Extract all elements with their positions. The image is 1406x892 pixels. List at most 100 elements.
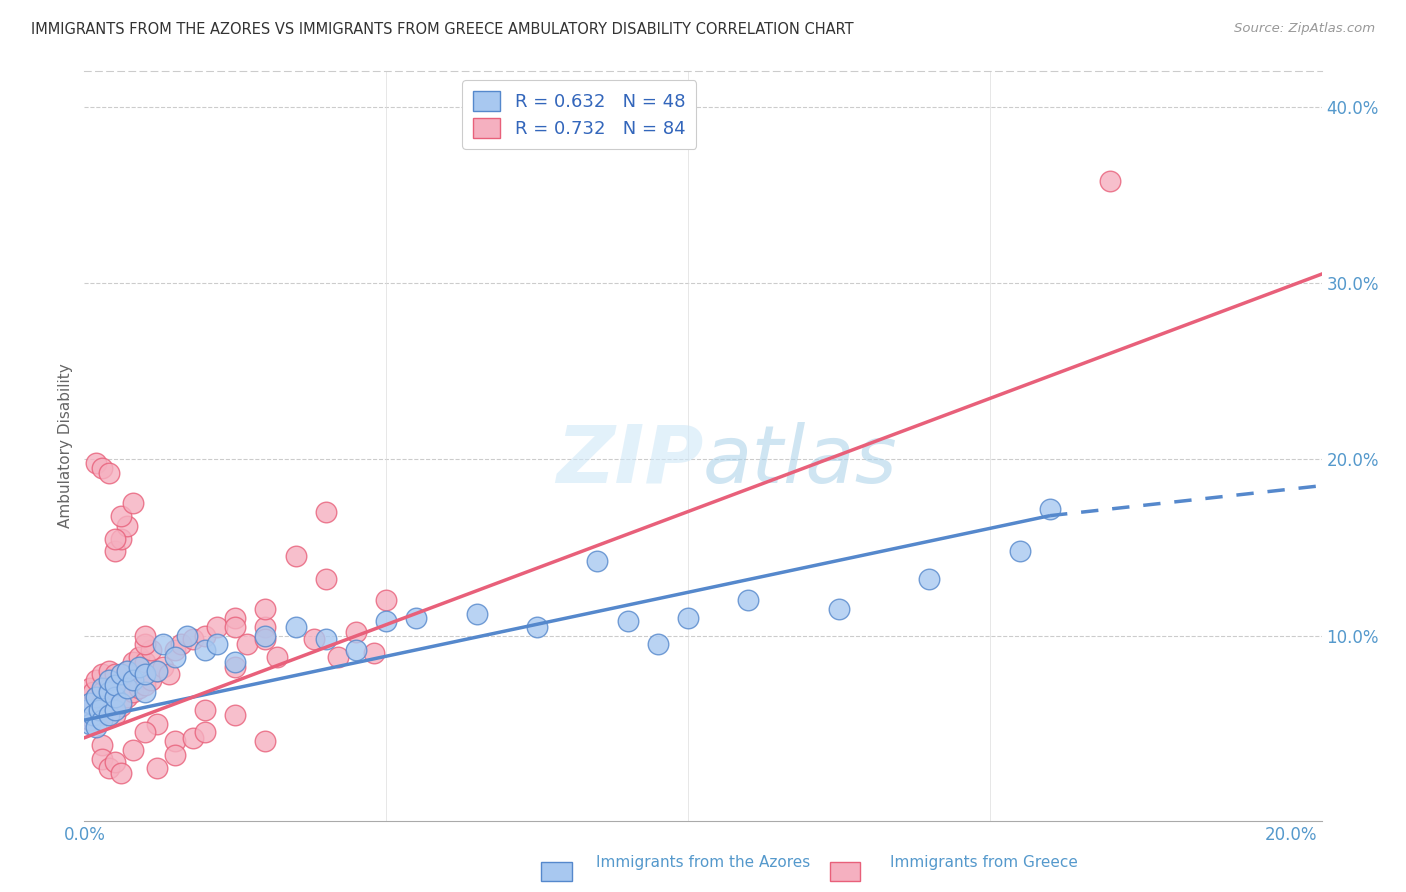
Point — [115, 690, 138, 705]
Point — [103, 702, 125, 716]
Point — [526, 620, 548, 634]
Point — [115, 664, 138, 678]
Point — [86, 690, 108, 705]
Point — [152, 637, 174, 651]
Point — [128, 660, 150, 674]
Point — [134, 725, 156, 739]
Point — [194, 642, 217, 657]
Point — [315, 572, 337, 586]
Point — [76, 702, 98, 716]
Point — [134, 685, 156, 699]
Point — [91, 461, 114, 475]
Point — [103, 678, 125, 692]
Point — [103, 707, 125, 722]
Point — [363, 646, 385, 660]
Point — [103, 690, 125, 705]
Point — [115, 519, 138, 533]
Point — [284, 549, 307, 564]
Point — [89, 699, 111, 714]
Point — [224, 655, 246, 669]
Point — [194, 628, 217, 642]
Point — [103, 667, 125, 681]
Point — [121, 655, 143, 669]
Point — [139, 673, 162, 687]
Point — [97, 699, 120, 714]
Point — [86, 690, 108, 705]
Point — [163, 642, 186, 657]
Point — [918, 572, 941, 586]
Point — [344, 625, 367, 640]
Point — [224, 707, 246, 722]
Point — [647, 637, 669, 651]
Point — [79, 716, 101, 731]
Point — [205, 637, 228, 651]
Point — [110, 532, 132, 546]
Point — [91, 667, 114, 681]
Point — [97, 761, 120, 775]
Point — [194, 702, 217, 716]
Point — [315, 505, 337, 519]
Point — [86, 456, 108, 470]
Point — [86, 720, 108, 734]
Point — [616, 615, 638, 629]
Point — [163, 748, 186, 763]
Legend: R = 0.632   N = 48, R = 0.732   N = 84: R = 0.632 N = 48, R = 0.732 N = 84 — [463, 80, 696, 149]
Point — [103, 685, 125, 699]
Text: ZIP: ZIP — [555, 422, 703, 500]
Point — [157, 667, 180, 681]
Point — [134, 637, 156, 651]
Point — [181, 632, 204, 646]
Point — [326, 649, 349, 664]
Point — [134, 628, 156, 642]
Point — [181, 731, 204, 745]
Point — [828, 602, 851, 616]
Point — [97, 681, 120, 696]
Point — [110, 678, 132, 692]
Point — [146, 664, 169, 678]
Point — [97, 673, 120, 687]
Point — [121, 496, 143, 510]
Point — [146, 664, 169, 678]
Text: Immigrants from Greece: Immigrants from Greece — [890, 855, 1078, 870]
Point — [86, 707, 108, 722]
Point — [82, 707, 104, 722]
Point — [76, 707, 98, 722]
Point — [79, 713, 101, 727]
Point — [224, 660, 246, 674]
Point — [128, 681, 150, 696]
Point — [465, 607, 488, 622]
Point — [97, 685, 120, 699]
Text: Source: ZipAtlas.com: Source: ZipAtlas.com — [1234, 22, 1375, 36]
Point — [224, 611, 246, 625]
Point — [103, 532, 125, 546]
Point — [152, 660, 174, 674]
Point — [91, 699, 114, 714]
Point — [254, 628, 277, 642]
Point — [266, 649, 288, 664]
Point — [115, 681, 138, 696]
Point — [91, 738, 114, 752]
Point — [254, 602, 277, 616]
Point — [315, 632, 337, 646]
Point — [97, 664, 120, 678]
Point — [194, 725, 217, 739]
Point — [82, 685, 104, 699]
Point — [1039, 501, 1062, 516]
Point — [115, 664, 138, 678]
Point — [110, 699, 132, 714]
Point — [103, 544, 125, 558]
Point — [254, 632, 277, 646]
Point — [91, 752, 114, 766]
Point — [110, 696, 132, 710]
Point — [110, 508, 132, 523]
Point — [91, 713, 114, 727]
Point — [134, 655, 156, 669]
Point — [86, 673, 108, 687]
Point — [375, 615, 398, 629]
Point — [284, 620, 307, 634]
Point — [405, 611, 427, 625]
Point — [375, 593, 398, 607]
Point — [91, 707, 114, 722]
Point — [344, 642, 367, 657]
Point — [163, 734, 186, 748]
